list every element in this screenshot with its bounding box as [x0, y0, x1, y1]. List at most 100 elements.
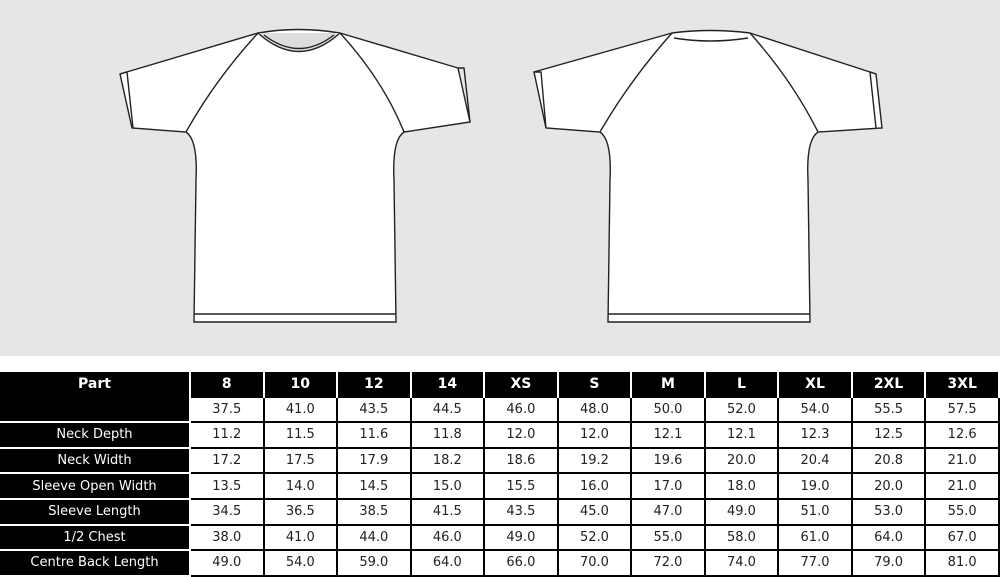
- table-row: Neck Depth 11.2 11.5 11.6 11.8 12.0 12.0 12.1 12…: [0, 421, 1000, 449]
- row-label: Neck Depth: [0, 422, 191, 449]
- measurement-cell: 44.0: [336, 523, 412, 552]
- measurement-cell: 38.0: [189, 523, 265, 552]
- measurement-cell: 20.8: [850, 446, 927, 475]
- measurement-cell: 41.0: [262, 523, 339, 552]
- measurement-cell: 55.5: [850, 395, 927, 424]
- measurement-cell: 67.0: [924, 523, 1000, 552]
- measurement-cell: 37.5: [189, 395, 265, 424]
- header-size: S: [557, 372, 633, 398]
- measurement-cell: 58.0: [703, 523, 780, 552]
- header-size: XL: [778, 372, 853, 398]
- size-chart-table: Part 8 10 12 14 XS S M L XL 2XL 3XL 37.5 41.0 43.5 44.…: [0, 372, 1000, 577]
- table-row: 37.5 41.0 43.5 44.5 46.0 48.0 50.0 52.0 54.0 55.5…: [0, 395, 1000, 424]
- row-label: 1/2 Chest: [0, 524, 191, 552]
- measurement-cell: 34.5: [189, 497, 265, 526]
- measurement-cell: 54.0: [262, 549, 339, 577]
- measurement-cell: 17.2: [189, 446, 265, 475]
- measurement-cell: 20.0: [703, 446, 780, 475]
- measurement-cell: 50.0: [630, 395, 706, 424]
- measurement-cell: 43.5: [336, 395, 412, 424]
- header-size: 8: [190, 372, 265, 398]
- measurement-cell: 16.0: [556, 472, 633, 500]
- measurement-cell: 12.3: [777, 421, 853, 449]
- row-label: Neck Width: [0, 447, 191, 475]
- table-row: Neck Width 17.2 17.5 17.9 18.2 18.6 19.2 19.6 20…: [0, 446, 1000, 475]
- measurement-cell: 20.4: [777, 446, 853, 475]
- measurement-cell: 46.0: [409, 523, 486, 552]
- measurement-cell: 43.5: [483, 497, 559, 526]
- measurement-cell: 12.1: [630, 421, 706, 449]
- row-label: Centre Back Length: [0, 550, 191, 577]
- header-size: 10: [263, 372, 339, 398]
- measurement-cell: 11.8: [409, 421, 486, 449]
- measurement-cell: 18.0: [703, 472, 780, 500]
- measurement-cell: 19.0: [777, 472, 853, 500]
- measurement-cell: 17.0: [630, 472, 706, 500]
- measurement-cell: 18.2: [409, 446, 486, 475]
- measurement-cell: 48.0: [556, 395, 633, 424]
- measurement-cell: 41.5: [409, 497, 486, 526]
- measurement-cell: 19.2: [556, 446, 633, 475]
- measurement-cell: 57.5: [924, 395, 1000, 424]
- measurement-cell: 11.5: [262, 421, 339, 449]
- measurement-cell: 12.6: [924, 421, 1000, 449]
- measurement-cell: 74.0: [703, 549, 780, 577]
- measurement-cell: 55.0: [630, 523, 706, 552]
- header-size: 2XL: [851, 372, 927, 398]
- table-row: Sleeve Open Width 13.5 14.0 14.5 15.0 15.5 16.…: [0, 472, 1000, 500]
- measurement-cell: 15.0: [409, 472, 486, 500]
- measurement-cell: 52.0: [703, 395, 780, 424]
- header-size: M: [631, 372, 706, 398]
- header-row: Part 8 10 12 14 XS S M L XL 2XL 3XL: [0, 372, 1000, 398]
- measurement-cell: 38.5: [336, 497, 412, 526]
- measurement-cell: 17.9: [336, 446, 412, 475]
- measurement-cell: 54.0: [777, 395, 853, 424]
- measurement-cell: 14.0: [262, 472, 339, 500]
- table-row: 1/2 Chest 38.0 41.0 44.0 46.0 49.0 52.0 55.0 58.…: [0, 523, 1000, 552]
- measurement-cell: 41.0: [262, 395, 339, 424]
- measurement-cell: 70.0: [556, 549, 633, 577]
- measurement-cell: 77.0: [777, 549, 853, 577]
- measurement-cell: 52.0: [556, 523, 633, 552]
- measurement-cell: 12.5: [850, 421, 927, 449]
- measurement-cell: 12.0: [483, 421, 559, 449]
- header-size: L: [704, 372, 780, 398]
- measurement-cell: 11.6: [336, 421, 412, 449]
- t-shirt-back-drawing: [533, 29, 883, 323]
- measurement-cell: 49.0: [189, 549, 265, 577]
- measurement-cell: 51.0: [777, 497, 853, 526]
- header-size: XS: [484, 372, 559, 398]
- measurement-cell: 49.0: [703, 497, 780, 526]
- measurement-cell: 66.0: [483, 549, 559, 577]
- row-label: Sleeve Open Width: [0, 473, 191, 500]
- measurement-cell: 59.0: [336, 549, 412, 577]
- measurement-cell: 47.0: [630, 497, 706, 526]
- measurement-cell: 45.0: [556, 497, 633, 526]
- row-label: Sleeve Length: [0, 498, 191, 526]
- measurement-cell: 64.0: [409, 549, 486, 577]
- header-size: 3XL: [925, 372, 1000, 398]
- table-row: Centre Back Length 49.0 54.0 59.0 64.0 66.0 70…: [0, 549, 1000, 577]
- measurement-cell: 55.0: [924, 497, 1000, 526]
- measurement-cell: 19.6: [630, 446, 706, 475]
- garment-illustration-area: [0, 0, 1000, 356]
- measurement-cell: 20.0: [850, 472, 927, 500]
- header-size: 12: [337, 372, 412, 398]
- measurement-cell: 79.0: [850, 549, 927, 577]
- measurement-cell: 81.0: [924, 549, 1000, 577]
- measurement-cell: 13.5: [189, 472, 265, 500]
- measurement-cell: 44.5: [409, 395, 486, 424]
- table-row: Sleeve Length 34.5 36.5 38.5 41.5 43.5 45.0 47.…: [0, 497, 1000, 526]
- header-part: Part: [0, 372, 191, 398]
- measurement-cell: 46.0: [483, 395, 559, 424]
- t-shirt-front-drawing: [119, 28, 471, 323]
- measurement-cell: 61.0: [777, 523, 853, 552]
- measurement-cell: 18.6: [483, 446, 559, 475]
- measurement-cell: 14.5: [336, 472, 412, 500]
- measurement-cell: 12.0: [556, 421, 633, 449]
- measurement-cell: 21.0: [924, 446, 1000, 475]
- measurement-cell: 17.5: [262, 446, 339, 475]
- measurement-cell: 21.0: [924, 472, 1000, 500]
- measurement-cell: 49.0: [483, 523, 559, 552]
- measurement-cell: 36.5: [262, 497, 339, 526]
